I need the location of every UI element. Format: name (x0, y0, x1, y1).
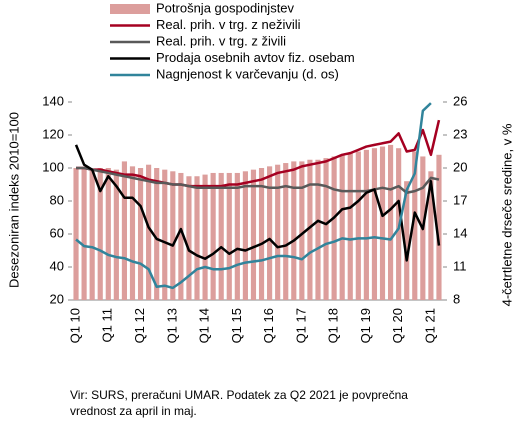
bar (226, 172, 232, 300)
line (76, 166, 440, 194)
x-tick-label: Q1 11 (100, 308, 115, 342)
bar (81, 168, 87, 300)
note: vrednost za april in maj. (70, 404, 197, 418)
bar (283, 163, 289, 300)
y2-tick-label: 17 (453, 192, 467, 207)
bar (194, 176, 200, 300)
bar (267, 166, 273, 300)
x-tick-label: Q1 17 (293, 308, 308, 343)
y2-tick-label: 20 (453, 159, 467, 174)
bar (299, 161, 305, 300)
legend-label: Real. prih. v trg. z živili (156, 33, 286, 48)
x-tick-label: Q1 13 (164, 308, 179, 343)
x-tick-label: Q1 15 (229, 308, 244, 343)
x-tick-label: Q1 14 (197, 308, 212, 343)
bar (137, 168, 144, 300)
y2-tick-label: 23 (453, 126, 467, 141)
x-tick-label: Q1 16 (261, 308, 276, 343)
x-tick-label: Q1 20 (390, 308, 405, 343)
bar (331, 156, 337, 300)
legend-label: Prodaja osebnih avtov fiz. osebam (156, 50, 355, 65)
bar (347, 153, 353, 300)
line (75, 102, 432, 290)
bar (162, 169, 168, 300)
bar (89, 169, 95, 300)
y-tick-label: 60 (50, 225, 64, 240)
bar (339, 154, 345, 300)
bar (315, 159, 321, 300)
y2-tick-label: 14 (453, 225, 467, 240)
bar (363, 149, 369, 300)
bar (121, 161, 128, 300)
y-tick-label: 120 (42, 126, 64, 141)
bar (129, 166, 136, 300)
bar (355, 151, 361, 300)
y-axis-title: Desezoniran indeks 2010=100 (6, 112, 21, 288)
x-tick-label: Q1 19 (358, 308, 373, 343)
bar (307, 159, 313, 300)
y-tick-label: 100 (42, 159, 64, 174)
bar (202, 174, 208, 300)
bar (234, 172, 240, 300)
bar (250, 169, 257, 300)
bar (97, 168, 103, 300)
note: Vir: SURS, preračuni UMAR. Podatek za Q2… (70, 388, 408, 402)
x-tick-label: Q1 18 (326, 308, 341, 343)
bar (379, 146, 386, 300)
y2-tick-label: 8 (453, 291, 460, 306)
bar (436, 154, 442, 300)
bar (428, 171, 434, 300)
line (74, 144, 441, 262)
y-tick-label: 20 (50, 291, 64, 306)
legend-swatch (110, 4, 150, 14)
y2-axis-title: 4-četrtletne drseče sredine, v % (499, 123, 514, 306)
y-tick-label: 140 (42, 93, 64, 108)
bar (146, 164, 152, 300)
bar (73, 168, 79, 300)
bar (170, 171, 176, 300)
bar (371, 148, 378, 300)
y-tick-label: 40 (50, 258, 64, 273)
bar (178, 172, 184, 300)
bar (275, 164, 281, 300)
bar (105, 168, 111, 300)
bar (218, 172, 224, 300)
legend-label: Potrošnja gospodinjstev (156, 0, 295, 15)
x-tick-label: Q1 21 (422, 308, 437, 343)
bar (154, 168, 160, 300)
legend-label: Real. prih. v trg. z neživili (156, 17, 301, 32)
bar (387, 144, 394, 300)
y2-tick-label: 26 (453, 93, 467, 108)
bar (186, 176, 192, 300)
bar (291, 161, 297, 300)
y2-tick-label: 11 (453, 258, 467, 273)
y-tick-label: 80 (50, 192, 64, 207)
bar (258, 168, 265, 300)
bar (242, 171, 248, 300)
x-tick-label: Q1 12 (132, 308, 147, 343)
bar (323, 158, 329, 300)
bar (210, 172, 216, 300)
line (76, 119, 441, 188)
bar (113, 169, 119, 300)
bar (404, 181, 410, 300)
bar (412, 151, 418, 300)
x-tick-label: Q1 10 (67, 308, 82, 343)
legend-label: Nagnjenost k varčevanju (d. os) (156, 66, 339, 81)
